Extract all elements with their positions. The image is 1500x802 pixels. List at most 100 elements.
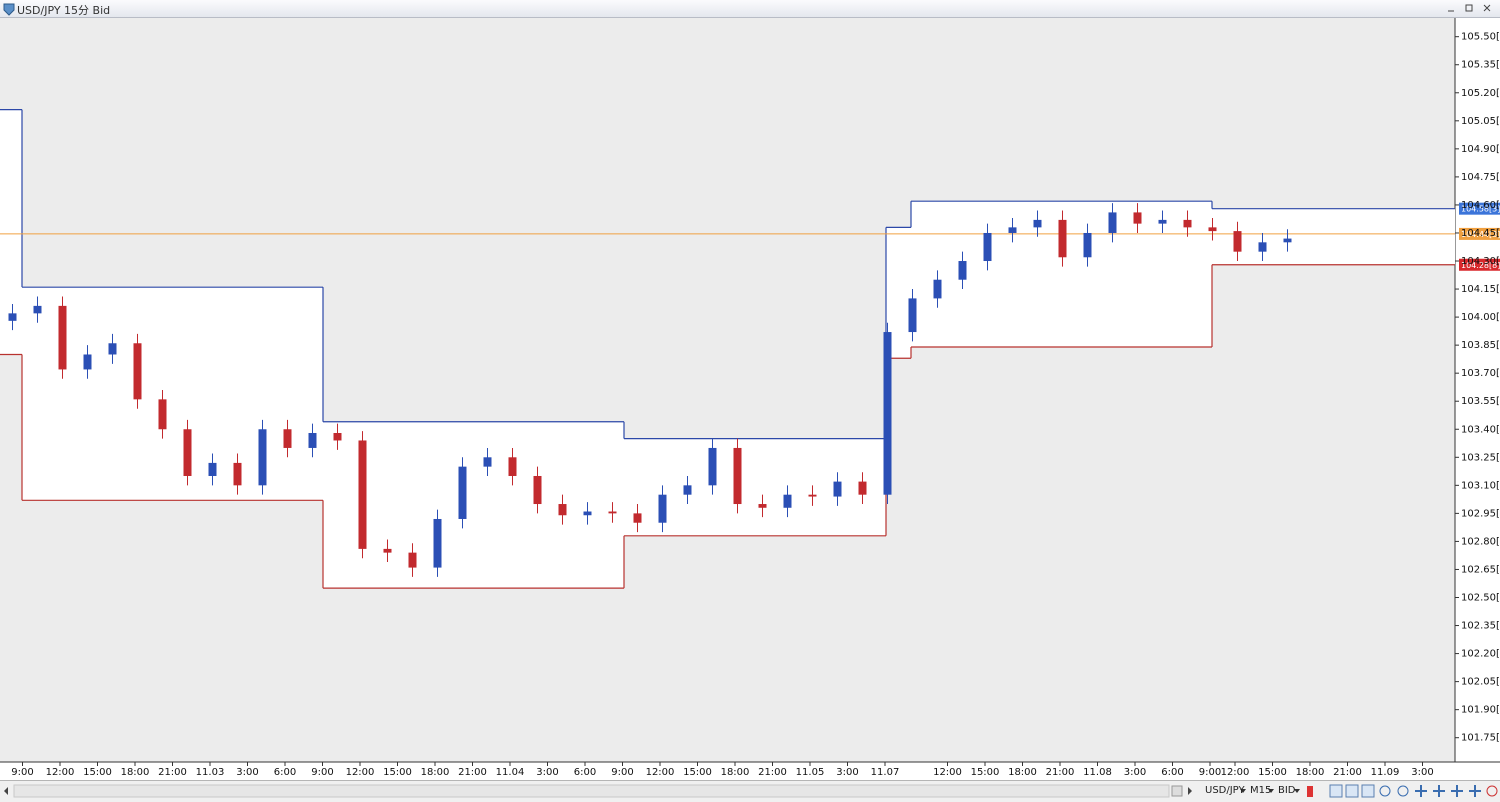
price-type-selector[interactable]: BID — [1278, 785, 1296, 796]
x-tick-label: 3:00 — [1411, 767, 1433, 778]
candle-body — [833, 481, 842, 497]
candle-body — [1258, 242, 1267, 252]
y-tick-label: 103.85[0 — [1461, 340, 1500, 351]
candle-body — [508, 457, 517, 476]
candle-body — [408, 552, 417, 568]
chart: 104.58[3] 104.44[3] 104.28[8] 105.50[0 105.3… — [0, 18, 1500, 780]
candle-body — [783, 494, 792, 508]
candle-body — [483, 457, 492, 467]
candle-body — [183, 429, 192, 476]
tool-icon[interactable] — [1329, 784, 1343, 798]
candle-body — [458, 466, 467, 519]
scroll-right[interactable] — [1188, 787, 1192, 795]
x-tick-label: 21:00 — [1046, 767, 1075, 778]
x-tick-label: 15:00 — [83, 767, 112, 778]
x-tick-label: 11.08 — [1083, 767, 1112, 778]
window-title: USD/JPY 15分 Bid — [17, 4, 111, 17]
y-tick-label: 104.75[0 — [1461, 172, 1500, 183]
candle-body — [133, 343, 142, 400]
candle-body — [758, 504, 767, 508]
tool-icon[interactable] — [1469, 785, 1481, 797]
x-tick-label: 15:00 — [383, 767, 412, 778]
price-type-dropdown[interactable] — [1294, 789, 1300, 793]
x-tick-label: 6:00 — [574, 767, 596, 778]
timeframe-dropdown[interactable] — [1268, 789, 1274, 793]
candle-body — [308, 432, 317, 448]
x-tick-label: 12:00 — [346, 767, 375, 778]
x-tick-label: 11.03 — [196, 767, 225, 778]
x-tick-label: 11.09 — [1371, 767, 1400, 778]
x-tick-label: 12:00 — [46, 767, 75, 778]
price-label-box — [1459, 227, 1500, 240]
x-tick-label: 18:00 — [1008, 767, 1037, 778]
x-tick-label: 18:00 — [121, 767, 150, 778]
price-label: 104.58[3] — [1461, 205, 1500, 214]
x-tick-label: 12:00 — [646, 767, 675, 778]
x-tick-label: 21:00 — [1333, 767, 1362, 778]
y-tick-label: 103.55[0 — [1461, 396, 1500, 407]
x-tick-label: 11.04 — [496, 767, 525, 778]
x-tick-label: 12:00 — [933, 767, 962, 778]
candle-body — [383, 548, 392, 553]
x-tick-label: 18:00 — [421, 767, 450, 778]
candle-body — [658, 494, 667, 523]
symbol-dropdown[interactable] — [1240, 789, 1246, 793]
tool-icon[interactable] — [1397, 785, 1409, 797]
candle-body — [908, 298, 917, 333]
scroll-thumb[interactable] — [1171, 785, 1183, 797]
y-tick-label: 102.05[0 — [1461, 677, 1500, 688]
candle-body — [583, 511, 592, 516]
candle-body — [1133, 212, 1142, 224]
tool-icon[interactable] — [1307, 786, 1313, 797]
y-tick-label: 105.50[0 — [1461, 32, 1500, 43]
y-tick-label: 103.10[0 — [1461, 480, 1500, 491]
toolbar: USD/JPY M15 BID — [0, 780, 1500, 802]
tool-icon[interactable] — [1433, 785, 1445, 797]
candle-body — [1083, 232, 1092, 258]
scrollbar-track[interactable] — [13, 784, 1170, 798]
y-tick-label: 105.20[0 — [1461, 88, 1500, 99]
x-tick-label: 15:00 — [971, 767, 1000, 778]
y-tick-label: 102.20[0 — [1461, 649, 1500, 660]
y-tick-label: 103.40[0 — [1461, 424, 1500, 435]
candle-body — [158, 399, 167, 430]
timeframe-selector[interactable]: M15 — [1250, 785, 1272, 796]
toolbar-icons — [4, 784, 1498, 798]
close-button[interactable] — [1483, 4, 1491, 12]
candle-body — [1033, 219, 1042, 228]
app-icon — [3, 3, 15, 16]
candle-body — [933, 279, 942, 299]
y-tick-label: 103.70[0 — [1461, 368, 1500, 379]
y-tick-label: 101.75[0 — [1461, 733, 1500, 744]
x-tick-label: 9:00 — [311, 767, 333, 778]
x-tick-label: 11.07 — [871, 767, 900, 778]
y-tick-label: 102.95[0 — [1461, 508, 1500, 519]
x-tick-label: 3:00 — [836, 767, 858, 778]
candle-body — [983, 232, 992, 262]
tool-icon[interactable] — [1379, 785, 1391, 797]
price-label: 104.44[3] — [1461, 230, 1500, 239]
x-tick-label: 3:00 — [536, 767, 558, 778]
tool-icon[interactable] — [1486, 785, 1498, 797]
tool-icon[interactable] — [1361, 784, 1375, 798]
candle-body — [1183, 219, 1192, 228]
x-tick-label: 9:00 — [11, 767, 33, 778]
tool-icon[interactable] — [1415, 785, 1427, 797]
candle-body — [558, 504, 567, 516]
symbol-selector[interactable]: USD/JPY — [1205, 785, 1245, 796]
tool-icon[interactable] — [1451, 785, 1463, 797]
candle-body — [433, 518, 442, 568]
candle-body — [358, 440, 367, 549]
x-tick-label: 3:00 — [236, 767, 258, 778]
x-tick-label: 15:00 — [1258, 767, 1287, 778]
range-box — [323, 421, 624, 589]
scroll-left[interactable] — [4, 787, 8, 795]
candle-body — [33, 305, 42, 314]
tool-icon[interactable] — [1345, 784, 1359, 798]
window-buttons[interactable] — [1440, 2, 1500, 16]
maximize-button[interactable] — [1465, 4, 1473, 12]
x-tick-label: 21:00 — [158, 767, 187, 778]
y-tick-label: 104.30[0 — [1461, 256, 1500, 267]
x-tick-label: 21:00 — [458, 767, 487, 778]
x-tick-label: 9:00 — [611, 767, 633, 778]
